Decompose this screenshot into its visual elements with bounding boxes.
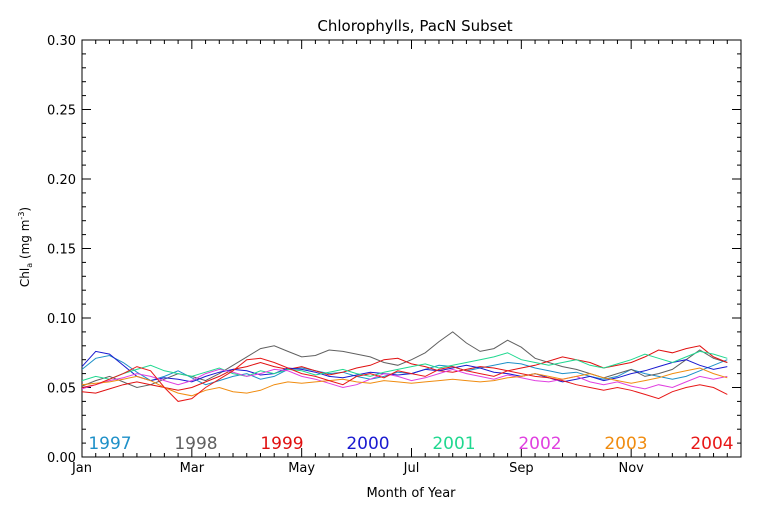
y-tick-label: 0.00 <box>47 451 76 466</box>
series-line-2004 <box>81 357 728 402</box>
plot-frame <box>81 39 742 458</box>
legend-label-2004: 2004 <box>690 434 733 454</box>
series-line-1999 <box>81 345 728 394</box>
x-tick-label: Nov <box>618 461 644 476</box>
legend-label-1999: 1999 <box>260 434 303 454</box>
series-line-2001 <box>81 350 728 382</box>
series-line-1997 <box>81 354 728 386</box>
y-tick-label: 0.05 <box>47 382 76 397</box>
plot-area: 0.00 0.05 0.10 0.15 0.20 0.25 0.30 Jan Mar May Jul… <box>47 34 742 476</box>
x-tick-label: Jan <box>71 461 92 476</box>
svg-text:Chla (mg m-3): Chla (mg m-3) <box>17 207 34 287</box>
y-tick-label: 0.20 <box>47 173 76 188</box>
x-axis-label: Month of Year <box>366 486 456 501</box>
y-axis-label: Chla (mg m-3) <box>17 207 34 287</box>
legend-label-2003: 2003 <box>604 434 647 454</box>
x-tick-label: Mar <box>180 461 205 476</box>
chart-title: Chlorophylls, PacN Subset <box>317 17 512 35</box>
x-tick-label: May <box>288 461 315 476</box>
series-line-2002 <box>81 368 728 390</box>
series-line-2000 <box>81 350 728 383</box>
legend-label-1998: 1998 <box>174 434 217 454</box>
legend-label-2002: 2002 <box>518 434 561 454</box>
y-tick-label: 0.15 <box>47 243 76 258</box>
y-tick-label: 0.10 <box>47 312 76 327</box>
x-tick-label: Sep <box>509 461 534 476</box>
x-tick-label: Jul <box>403 461 420 476</box>
legend-label-1997: 1997 <box>88 434 131 454</box>
y-tick-label: 0.25 <box>47 104 76 119</box>
legend-label-2000: 2000 <box>346 434 389 454</box>
y-tick-label: 0.30 <box>47 34 76 49</box>
legend-label-2001: 2001 <box>432 434 475 454</box>
series-line-2003 <box>81 367 728 397</box>
